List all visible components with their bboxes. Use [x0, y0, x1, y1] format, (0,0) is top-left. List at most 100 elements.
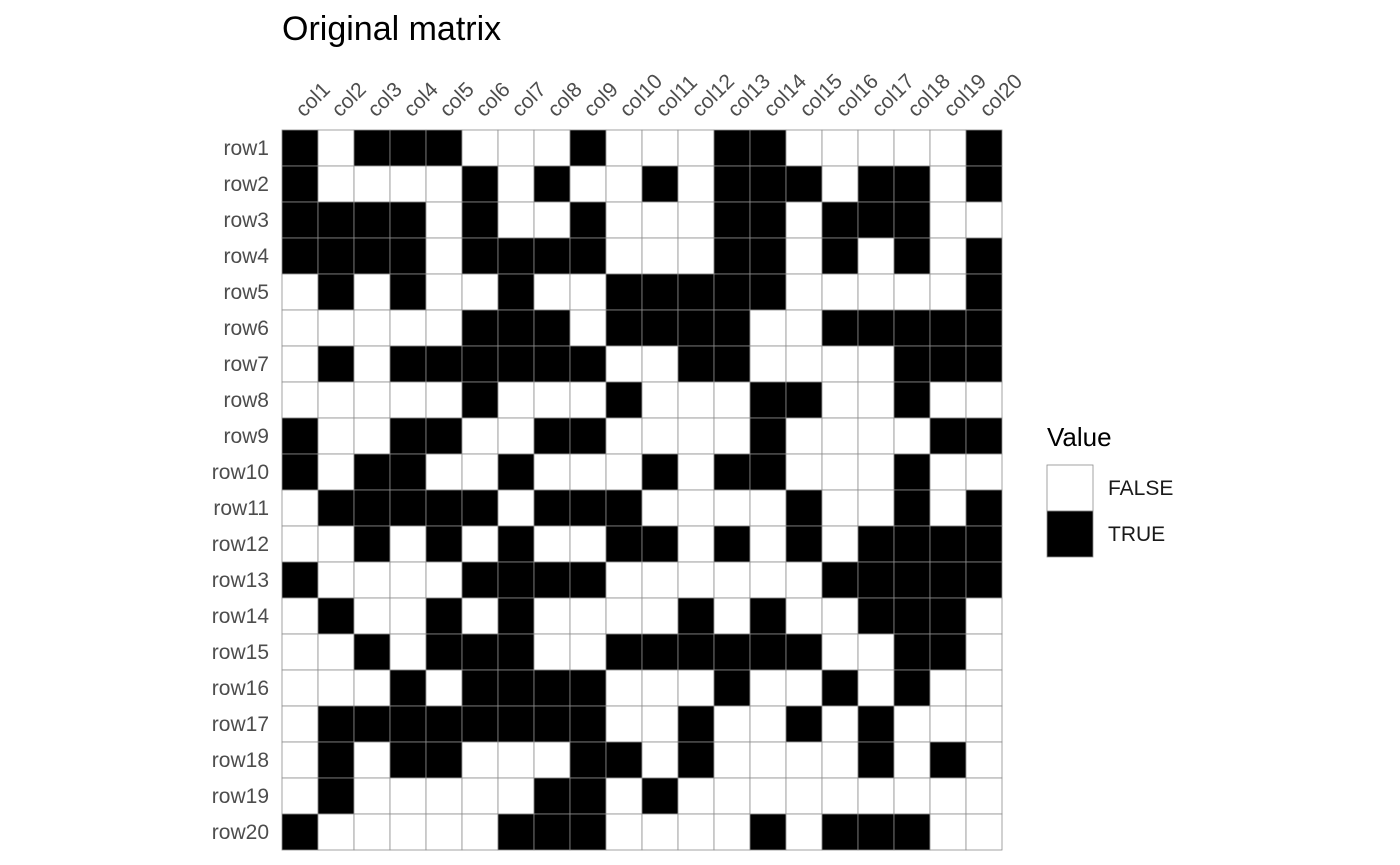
y-tick-label: row19	[212, 785, 269, 808]
heatmap-cell-r13-c13	[713, 561, 751, 599]
y-tick-label: row5	[223, 281, 269, 304]
heatmap-cell-r12-c10	[605, 525, 643, 563]
x-tick-label: col8	[543, 78, 587, 122]
heatmap-cell-r19-c9	[569, 777, 607, 815]
heatmap-cells	[281, 129, 1003, 851]
heatmap-cell-r11-c6	[461, 489, 499, 527]
y-tick-label: row14	[212, 605, 270, 628]
heatmap-cell-r18-c1	[281, 741, 319, 779]
heatmap-cell-r16-c19	[929, 669, 967, 707]
heatmap-cell-r1-c12	[677, 129, 715, 167]
heatmap-cell-r13-c16	[821, 561, 859, 599]
heatmap-cell-r7-c4	[389, 345, 427, 383]
heatmap-cell-r7-c3	[353, 345, 391, 383]
heatmap-cell-r12-c14	[749, 525, 787, 563]
heatmap-cell-r16-c16	[821, 669, 859, 707]
heatmap-cell-r16-c3	[353, 669, 391, 707]
heatmap-cell-r13-c11	[641, 561, 679, 599]
heatmap-cell-r17-c13	[713, 705, 751, 743]
heatmap-cell-r19-c3	[353, 777, 391, 815]
heatmap-cell-r11-c16	[821, 489, 859, 527]
heatmap-cell-r15-c12	[677, 633, 715, 671]
heatmap-cell-r8-c5	[425, 381, 463, 419]
heatmap-cell-r14-c3	[353, 597, 391, 635]
heatmap-cell-r20-c18	[893, 813, 931, 851]
heatmap-cell-r8-c6	[461, 381, 499, 419]
heatmap-cell-r6-c7	[497, 309, 535, 347]
heatmap-cell-r12-c12	[677, 525, 715, 563]
heatmap-cell-r4-c12	[677, 237, 715, 275]
heatmap-cell-r1-c14	[749, 129, 787, 167]
heatmap-cell-r13-c20	[965, 561, 1003, 599]
x-tick-label: col2	[327, 78, 371, 122]
heatmap-cell-r10-c2	[317, 453, 355, 491]
heatmap-cell-r5-c3	[353, 273, 391, 311]
heatmap-cell-r12-c17	[857, 525, 895, 563]
heatmap-cell-r10-c6	[461, 453, 499, 491]
heatmap-cell-r14-c2	[317, 597, 355, 635]
heatmap-cell-r19-c1	[281, 777, 319, 815]
heatmap-cell-r3-c13	[713, 201, 751, 239]
heatmap-cell-r19-c2	[317, 777, 355, 815]
legend-label-false: FALSE	[1108, 477, 1173, 500]
heatmap-cell-r16-c14	[749, 669, 787, 707]
heatmap-cell-r15-c6	[461, 633, 499, 671]
heatmap-cell-r3-c19	[929, 201, 967, 239]
heatmap-cell-r14-c11	[641, 597, 679, 635]
heatmap-cell-r3-c16	[821, 201, 859, 239]
y-tick-label: row18	[212, 749, 269, 772]
heatmap-cell-r2-c3	[353, 165, 391, 203]
heatmap-cell-r1-c19	[929, 129, 967, 167]
heatmap-cell-r1-c11	[641, 129, 679, 167]
heatmap-cell-r17-c19	[929, 705, 967, 743]
heatmap-cell-r18-c2	[317, 741, 355, 779]
heatmap-cell-r11-c1	[281, 489, 319, 527]
heatmap-cell-r14-c15	[785, 597, 823, 635]
heatmap-cell-r3-c12	[677, 201, 715, 239]
heatmap-cell-r12-c5	[425, 525, 463, 563]
heatmap-cell-r1-c20	[965, 129, 1003, 167]
heatmap-cell-r4-c1	[281, 237, 319, 275]
heatmap-cell-r14-c5	[425, 597, 463, 635]
heatmap-cell-r6-c18	[893, 309, 931, 347]
heatmap-cell-r4-c2	[317, 237, 355, 275]
heatmap-cell-r6-c8	[533, 309, 571, 347]
x-tick-label: col1	[291, 78, 335, 122]
legend-label-true: TRUE	[1108, 523, 1165, 546]
heatmap-cell-r6-c13	[713, 309, 751, 347]
heatmap-cell-r19-c19	[929, 777, 967, 815]
heatmap-cell-r17-c14	[749, 705, 787, 743]
heatmap-cell-r1-c18	[893, 129, 931, 167]
y-tick-label: row1	[223, 137, 269, 160]
heatmap-cell-r8-c9	[569, 381, 607, 419]
heatmap-cell-r1-c7	[497, 129, 535, 167]
heatmap-cell-r5-c6	[461, 273, 499, 311]
heatmap-cell-r9-c4	[389, 417, 427, 455]
heatmap-cell-r13-c1	[281, 561, 319, 599]
heatmap-cell-r8-c20	[965, 381, 1003, 419]
heatmap-cell-r3-c10	[605, 201, 643, 239]
heatmap-cell-r19-c14	[749, 777, 787, 815]
heatmap-cell-r9-c19	[929, 417, 967, 455]
heatmap-cell-r13-c14	[749, 561, 787, 599]
heatmap-cell-r2-c20	[965, 165, 1003, 203]
y-tick-label: row16	[212, 677, 269, 700]
heatmap-cell-r12-c3	[353, 525, 391, 563]
heatmap-cell-r1-c17	[857, 129, 895, 167]
heatmap-cell-r16-c18	[893, 669, 931, 707]
chart-title: Original matrix	[282, 10, 501, 48]
heatmap-cell-r2-c8	[533, 165, 571, 203]
heatmap-cell-r9-c10	[605, 417, 643, 455]
heatmap-cell-r1-c2	[317, 129, 355, 167]
heatmap-cell-r20-c20	[965, 813, 1003, 851]
heatmap-cell-r14-c18	[893, 597, 931, 635]
heatmap-cell-r11-c7	[497, 489, 535, 527]
heatmap-cell-r5-c2	[317, 273, 355, 311]
heatmap-cell-r2-c11	[641, 165, 679, 203]
heatmap-cell-r18-c16	[821, 741, 859, 779]
y-tick-label: row3	[223, 209, 269, 232]
heatmap-cell-r1-c16	[821, 129, 859, 167]
heatmap-cell-r12-c11	[641, 525, 679, 563]
heatmap-cell-r7-c7	[497, 345, 535, 383]
heatmap-cell-r6-c19	[929, 309, 967, 347]
